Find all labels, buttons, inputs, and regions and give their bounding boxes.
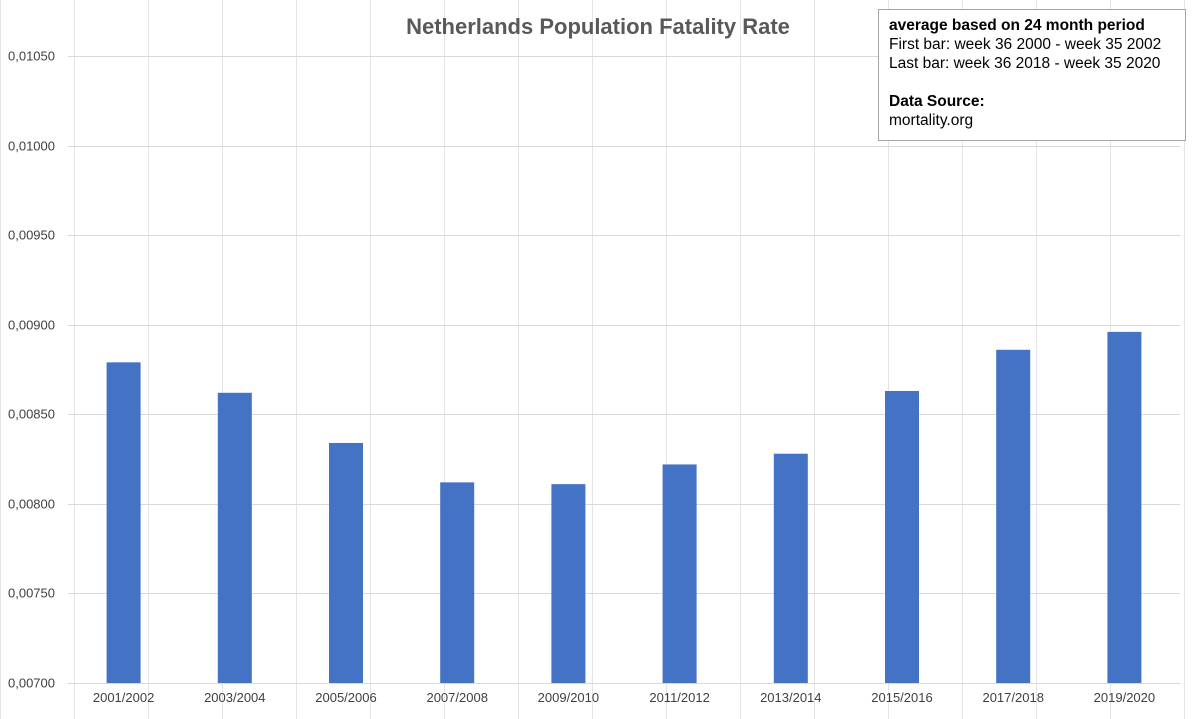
bar-2001-2002 <box>106 362 141 683</box>
bar-2019-2020 <box>1107 331 1142 683</box>
bars <box>106 331 1142 683</box>
y-tick-label: 0,00700 <box>8 676 55 691</box>
annotation-box: average based on 24 month period First b… <box>878 9 1186 141</box>
y-axis-tick-labels: 0,00700 0,00750 0,00800 0,00850 0,00900 0,009… <box>8 49 55 691</box>
bar-2015-2016 <box>885 390 919 683</box>
annotation-heading: average based on 24 month period <box>889 17 1145 34</box>
x-axis-tick-labels: 2001/2002 2003/2004 2005/2006 2007/2008 2009… <box>93 690 1155 705</box>
x-tick-label: 2001/2002 <box>93 690 154 705</box>
bar-2005-2006 <box>329 442 363 683</box>
x-tick-label: 2009/2010 <box>538 690 599 705</box>
bar-2009-2010 <box>551 484 586 683</box>
x-tick-label: 2013/2014 <box>760 690 821 705</box>
x-tick-label: 2017/2018 <box>982 690 1043 705</box>
annotation-first-bar: First bar: week 36 2000 - week 35 2002 <box>889 36 1162 53</box>
y-tick-label: 0,00800 <box>8 497 55 512</box>
bar-2007-2008 <box>440 482 475 683</box>
y-tick-label: 0,00900 <box>8 318 55 333</box>
bar-2003-2004 <box>217 392 252 683</box>
x-tick-label: 2015/2016 <box>871 690 932 705</box>
y-tick-label: 0,00950 <box>8 228 55 243</box>
annotation-last-bar: Last bar: week 36 2018 - week 35 2020 <box>889 55 1161 72</box>
annotation-source-value: mortality.org <box>889 112 974 129</box>
bar-2017-2018 <box>996 349 1031 683</box>
x-tick-label: 2011/2012 <box>649 690 710 705</box>
bar-2011-2012 <box>662 464 697 683</box>
x-tick-label: 2019/2020 <box>1094 690 1155 705</box>
chart-title: Netherlands Population Fatality Rate <box>406 14 790 39</box>
x-tick-label: 2003/2004 <box>204 690 265 705</box>
bar-2013-2014 <box>773 453 808 683</box>
x-tick-label: 2005/2006 <box>315 690 376 705</box>
y-tick-label: 0,01000 <box>8 139 55 154</box>
y-tick-label: 0,01050 <box>8 49 55 64</box>
y-tick-label: 0,00750 <box>8 586 55 601</box>
annotation-spacer <box>889 73 1175 92</box>
annotation-source-label: Data Source: <box>889 93 985 110</box>
y-tick-label: 0,00850 <box>8 407 55 422</box>
x-tick-label: 2007/2008 <box>426 690 487 705</box>
